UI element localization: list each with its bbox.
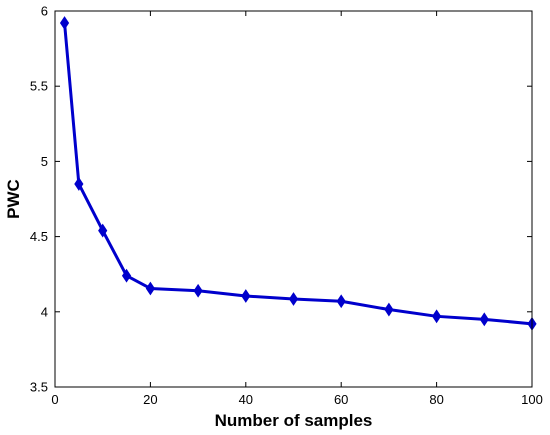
data-point-marker bbox=[74, 177, 84, 191]
data-point-marker bbox=[288, 292, 299, 306]
plot-frame bbox=[54, 10, 533, 388]
data-point-marker bbox=[98, 223, 108, 238]
data-point-marker bbox=[336, 294, 346, 309]
data-point-marker bbox=[59, 16, 70, 30]
data-point-marker bbox=[121, 268, 132, 283]
x-tick-label: 20 bbox=[143, 392, 157, 407]
data-point-marker bbox=[431, 309, 442, 324]
series-layer bbox=[59, 16, 537, 331]
x-tick-label: 100 bbox=[521, 392, 543, 407]
x-tick-label: 40 bbox=[239, 392, 253, 407]
data-point-marker bbox=[384, 302, 394, 317]
y-tick-label: 5.5 bbox=[30, 79, 48, 94]
data-point-marker bbox=[145, 281, 156, 296]
y-axis-label: PWC bbox=[4, 179, 23, 219]
x-tick-label: 60 bbox=[334, 392, 348, 407]
data-point-marker bbox=[241, 289, 251, 303]
y-tick-label: 5 bbox=[41, 154, 48, 169]
data-point-marker bbox=[479, 312, 489, 327]
x-tick-label: 80 bbox=[429, 392, 443, 407]
x-axis-label: Number of samples bbox=[215, 411, 373, 430]
axis-ticks: 0 20 40 60 80 100 3.5 4 4.5 5 5.5 6 bbox=[30, 4, 543, 408]
y-tick-label: 3.5 bbox=[30, 380, 48, 395]
y-tick-label: 6 bbox=[41, 4, 48, 19]
plot-background bbox=[55, 11, 532, 387]
y-tick-label: 4 bbox=[41, 304, 48, 319]
data-point-marker bbox=[193, 283, 203, 298]
y-tick-label: 4.5 bbox=[30, 229, 48, 244]
x-tick-label: 0 bbox=[51, 392, 58, 407]
